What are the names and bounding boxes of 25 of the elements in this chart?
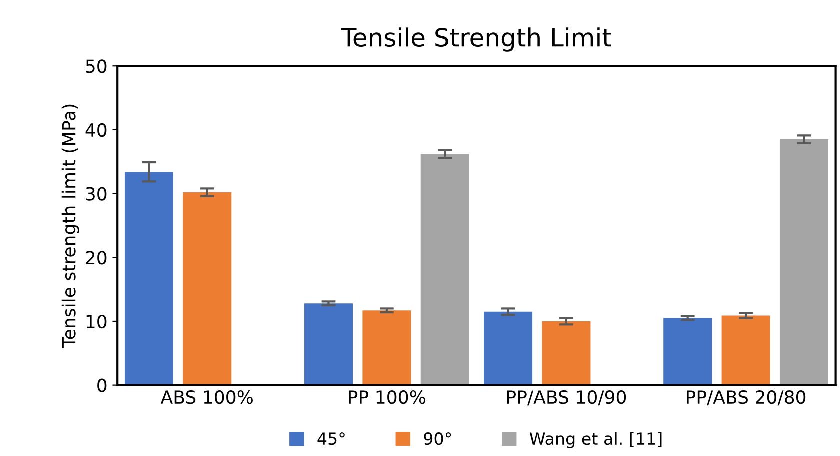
y-tick-label: 20: [86, 251, 107, 265]
y-tick-label: 0: [98, 378, 107, 392]
chart-title: Tensile Strength Limit: [341, 28, 612, 52]
bar: [780, 140, 828, 386]
legend-label: Wang et al. [11]: [530, 432, 662, 448]
y-tick-label: 30: [86, 187, 107, 201]
bar: [664, 318, 712, 386]
x-tick-label: PP/ABS 10/90: [507, 390, 626, 406]
legend-label: 45°: [318, 432, 345, 446]
legend-label: 90°: [424, 432, 452, 446]
x-tick-label: PP 100%: [349, 390, 426, 404]
bar: [542, 321, 591, 386]
bar: [183, 192, 232, 386]
bar: [420, 154, 470, 386]
bar: [124, 172, 174, 386]
x-tick-label: ABS 100%: [160, 390, 253, 404]
y-axis-title: Tensile strength limit (MPa): [62, 104, 80, 348]
bar: [722, 316, 770, 386]
y-tick-label: 50: [86, 60, 107, 74]
bar: [484, 312, 533, 386]
x-tick-label: PP/ABS 20/80: [687, 390, 806, 406]
y-tick-label: 10: [86, 314, 107, 329]
bar: [304, 304, 353, 386]
y-tick-label: 40: [86, 123, 107, 138]
bar: [362, 310, 412, 386]
